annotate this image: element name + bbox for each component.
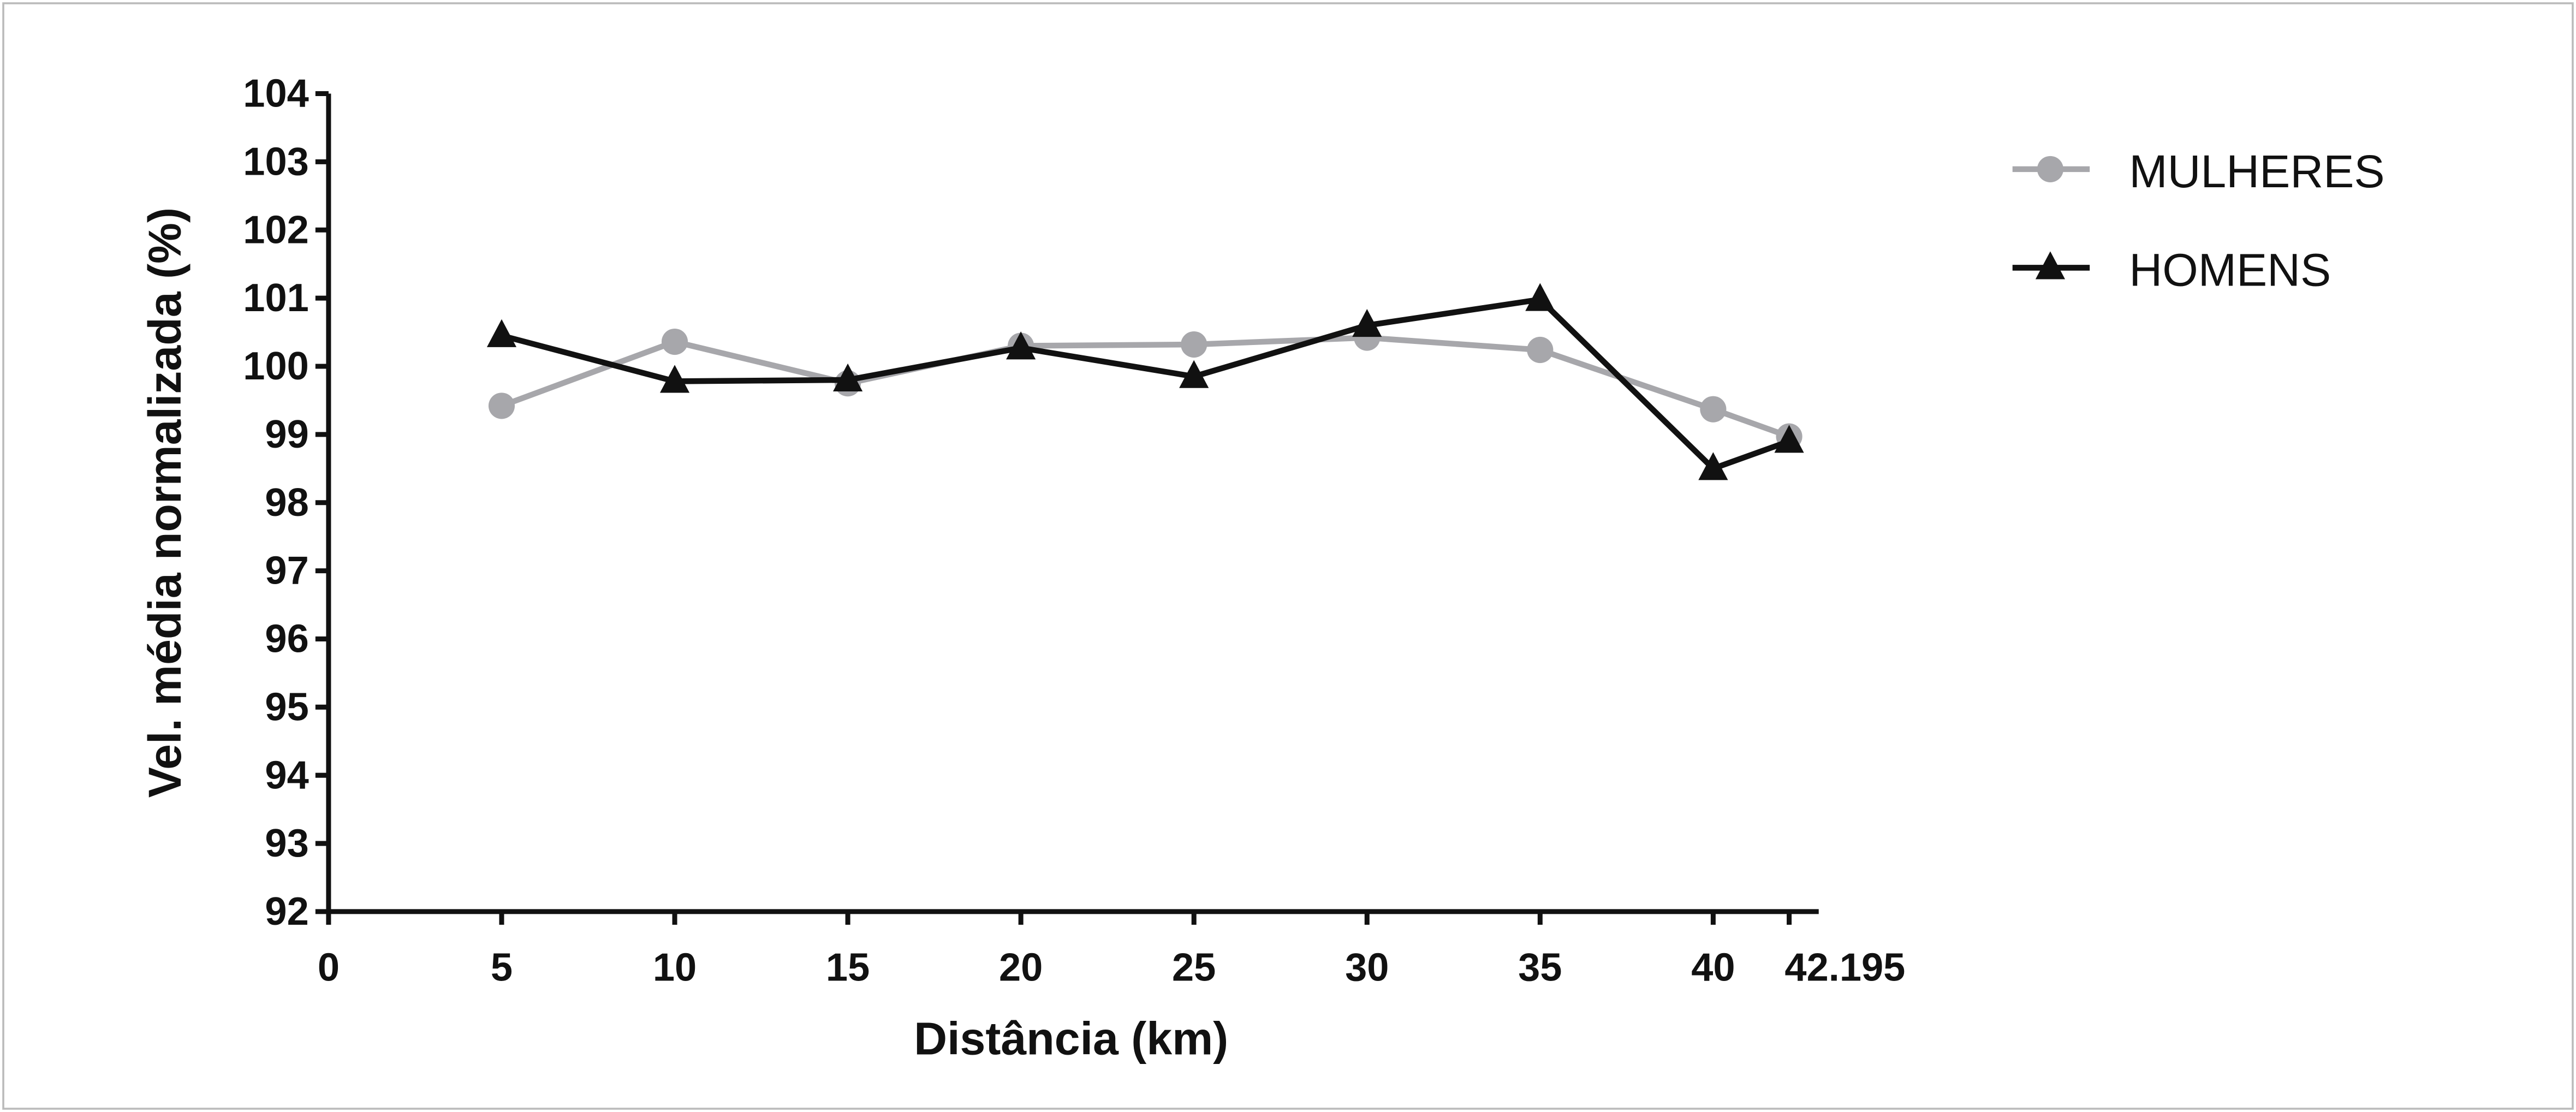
y-tick-label: 102 — [243, 208, 309, 252]
legend-marker-homens — [2035, 251, 2066, 280]
y-tick-label: 96 — [265, 617, 308, 661]
x-tick-label: 40 — [1691, 946, 1735, 989]
y-tick-label: 97 — [265, 549, 308, 593]
x-tick-label: 25 — [1172, 946, 1216, 989]
y-axis: 92 93 94 95 96 97 98 99 100 101 102 103 104 — [243, 72, 331, 933]
data-point-homens — [1352, 308, 1382, 337]
y-tick-label: 103 — [243, 140, 309, 183]
legend-marker-mulheres — [2037, 156, 2064, 182]
x-tick-label: 5 — [491, 946, 513, 989]
data-point-homens — [1179, 360, 1209, 388]
data-point-mulheres — [1700, 396, 1727, 423]
y-tick-label: 95 — [265, 685, 308, 729]
y-tick-label: 101 — [243, 276, 309, 320]
data-point-mulheres — [488, 393, 515, 419]
x-tick-label: 10 — [653, 946, 697, 989]
data-point-homens — [1698, 452, 1728, 480]
legend: MULHERES HOMENS — [2012, 146, 2385, 296]
y-tick-label: 104 — [243, 72, 309, 116]
series-layer — [486, 283, 1804, 480]
x-tick-label: 15 — [826, 946, 870, 989]
data-point-homens — [486, 319, 517, 347]
x-axis-label: Distância (km) — [914, 1013, 1228, 1065]
data-point-homens — [659, 365, 690, 393]
x-tick-label: 20 — [999, 946, 1043, 989]
y-axis-label: Vel. média normalizada (%) — [139, 207, 191, 798]
y-tick-label: 98 — [265, 481, 308, 525]
data-point-mulheres — [661, 328, 688, 355]
data-point-homens — [1774, 425, 1804, 453]
x-tick-label: 42.195 — [1784, 946, 1905, 989]
data-point-homens — [833, 363, 863, 392]
data-point-homens — [1006, 331, 1036, 360]
x-tick-label: 35 — [1518, 946, 1562, 989]
data-point-homens — [1525, 283, 1555, 311]
y-tick-label: 93 — [265, 822, 308, 865]
y-tick-label: 92 — [265, 890, 308, 933]
data-point-mulheres — [1181, 331, 1207, 358]
y-tick-label: 94 — [265, 753, 308, 797]
y-tick-label: 100 — [243, 344, 309, 388]
legend-label-mulheres: MULHERES — [2129, 146, 2384, 197]
legend-label-homens: HOMENS — [2129, 245, 2331, 296]
y-tick-label: 99 — [265, 413, 308, 456]
data-point-mulheres — [1527, 336, 1554, 364]
x-tick-label: 30 — [1345, 946, 1389, 989]
x-tick-label: 0 — [318, 946, 340, 989]
x-axis: 0 5 10 15 20 25 30 35 40 42.195 — [318, 909, 1905, 989]
